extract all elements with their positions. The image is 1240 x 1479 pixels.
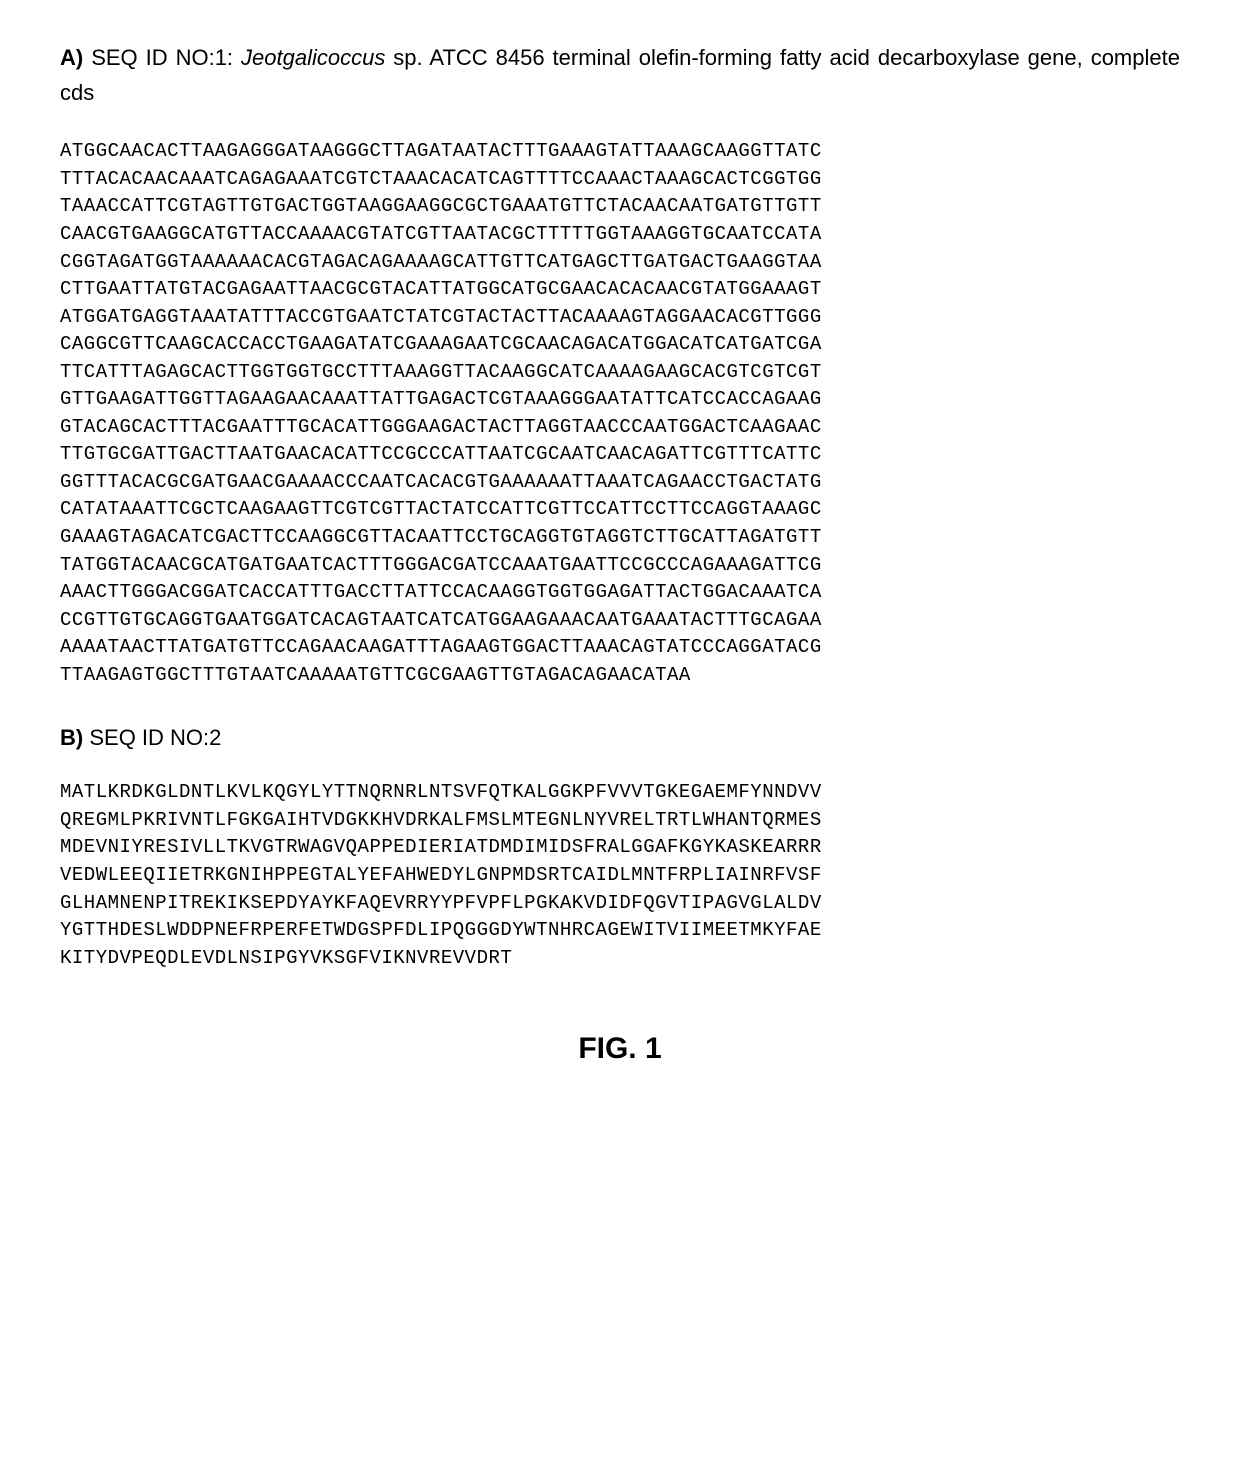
section-b-label: B)	[60, 725, 83, 750]
section-a-label: A)	[60, 45, 83, 70]
figure-label: FIG. 1	[60, 1032, 1180, 1066]
section-b-sequence: MATLKRDKGLDNTLKVLKQGYLYTTNQRNRLNTSVFQTKA…	[60, 779, 1180, 972]
section-a-heading: A) SEQ ID NO:1: Jeotgalicoccus sp. ATCC …	[60, 40, 1180, 110]
section-a-organism: Jeotgalicoccus	[241, 45, 385, 70]
section-b-heading: B) SEQ ID NO:2	[60, 725, 1180, 751]
section-a-sequence: ATGGCAACACTTAAGAGGGATAAGGGCTTAGATAATACTT…	[60, 138, 1180, 689]
section-b-seqid: SEQ ID NO:2	[89, 725, 221, 750]
section-a-seqid: SEQ ID NO:1:	[91, 45, 233, 70]
